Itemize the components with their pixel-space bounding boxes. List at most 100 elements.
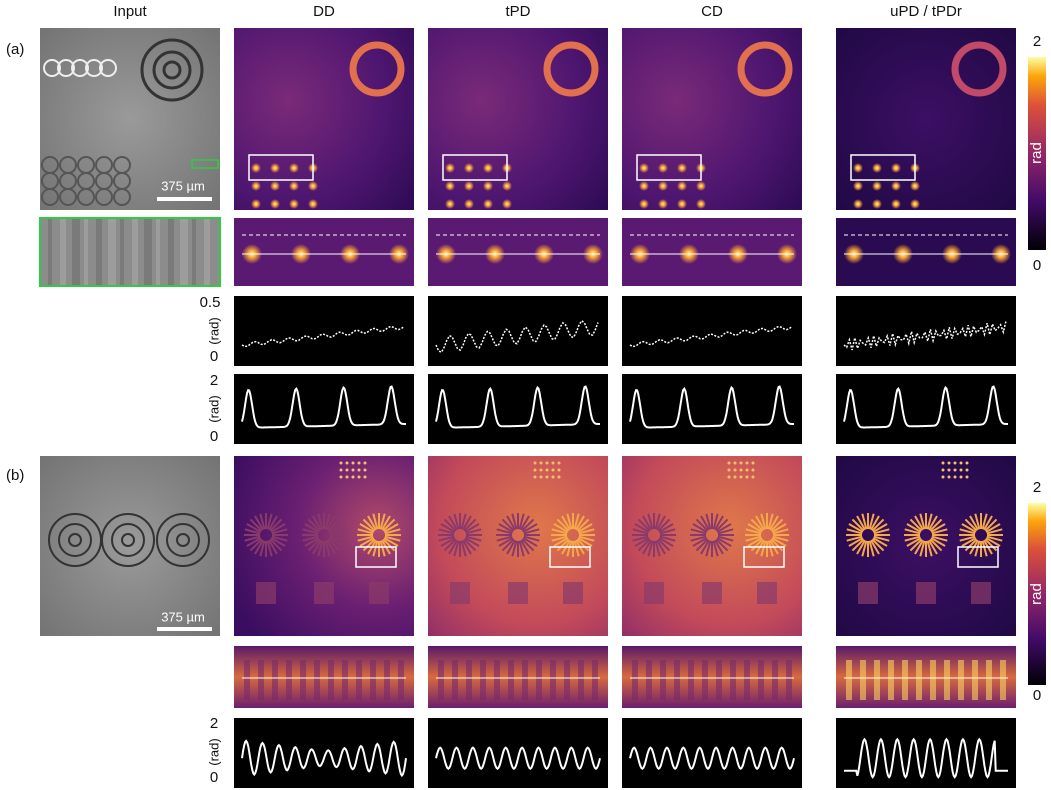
- spoke-band: [730, 660, 736, 700]
- dot: [740, 476, 743, 479]
- dot: [364, 469, 367, 472]
- element: [508, 582, 528, 604]
- dot: [910, 181, 920, 191]
- spoke-band: [646, 660, 652, 700]
- dot: [558, 469, 561, 472]
- dot: [308, 199, 318, 209]
- dot: [483, 163, 493, 173]
- dot: [445, 163, 455, 173]
- spoke-band: [758, 660, 764, 700]
- dot: [289, 199, 299, 209]
- column-title: tPD: [505, 3, 530, 20]
- dot: [734, 469, 737, 472]
- dot: [734, 462, 737, 465]
- image-tiles: [40, 28, 1016, 788]
- dot: [910, 199, 920, 209]
- dot: [639, 181, 649, 191]
- dot: [552, 462, 555, 465]
- spoke-band: [986, 660, 992, 700]
- dot: [746, 476, 749, 479]
- spoke-band: [930, 660, 936, 700]
- spoke-band: [578, 660, 584, 700]
- dot: [891, 199, 901, 209]
- element: [971, 582, 991, 604]
- dot: [960, 476, 963, 479]
- scale-bar: [157, 627, 212, 631]
- dot: [942, 462, 945, 465]
- spoke-band: [958, 660, 964, 700]
- spoke-band: [508, 660, 514, 700]
- dot: [270, 181, 280, 191]
- stripe: [96, 219, 102, 285]
- dot: [352, 462, 355, 465]
- element: [916, 582, 936, 604]
- dot: [752, 462, 755, 465]
- dot: [251, 199, 261, 209]
- dot: [960, 462, 963, 465]
- dot: [340, 469, 343, 472]
- dot: [552, 469, 555, 472]
- dot: [464, 199, 474, 209]
- dot: [251, 163, 261, 173]
- spoke-band: [466, 660, 472, 700]
- spoke-band: [286, 660, 292, 700]
- spoke-band: [874, 660, 880, 700]
- dot: [270, 199, 280, 209]
- dot: [966, 476, 969, 479]
- dot: [552, 476, 555, 479]
- panel-label: (a): [6, 41, 24, 58]
- spoke-band: [860, 660, 866, 700]
- dot: [853, 163, 863, 173]
- dot: [251, 181, 261, 191]
- spoke-band: [494, 660, 500, 700]
- dot: [364, 462, 367, 465]
- dot: [534, 462, 537, 465]
- dot: [948, 469, 951, 472]
- column-title: uPD / tPDr: [890, 3, 962, 20]
- stripe: [192, 219, 196, 285]
- spoke-band: [522, 660, 528, 700]
- dot: [752, 476, 755, 479]
- stripe: [84, 219, 88, 285]
- spoke-band: [244, 660, 250, 700]
- dot: [960, 469, 963, 472]
- spoke-band: [272, 660, 278, 700]
- dot: [954, 476, 957, 479]
- spoke-band: [772, 660, 778, 700]
- spoke-band: [702, 660, 708, 700]
- dot: [677, 181, 687, 191]
- dot: [853, 199, 863, 209]
- stripe: [204, 219, 210, 285]
- spoke-band: [384, 660, 390, 700]
- dot: [891, 163, 901, 173]
- dot: [658, 181, 668, 191]
- dot: [948, 476, 951, 479]
- colorbar-unit: rad: [1028, 583, 1045, 605]
- axis-unit: (rad): [206, 738, 221, 765]
- axis-bottom: 0: [210, 428, 218, 445]
- scale-bar: [157, 197, 212, 201]
- dot: [534, 469, 537, 472]
- stripe: [156, 219, 160, 285]
- spoke-band: [550, 660, 556, 700]
- axis-top: 2: [210, 372, 218, 389]
- colorbar-min: 0: [1033, 257, 1041, 274]
- spoke-band: [328, 660, 334, 700]
- dot: [464, 163, 474, 173]
- stripe: [72, 219, 80, 285]
- stripe: [180, 219, 188, 285]
- dot: [340, 476, 343, 479]
- dot: [483, 181, 493, 191]
- dot: [966, 469, 969, 472]
- element: [314, 582, 334, 604]
- dot: [289, 181, 299, 191]
- spoke-band: [356, 660, 362, 700]
- profile-plot: [622, 296, 802, 366]
- dot: [639, 163, 649, 173]
- spoke-band: [688, 660, 694, 700]
- dot: [658, 199, 668, 209]
- column-title: Input: [113, 3, 147, 20]
- spoke-band: [674, 660, 680, 700]
- dot: [364, 476, 367, 479]
- spoke-band: [888, 660, 894, 700]
